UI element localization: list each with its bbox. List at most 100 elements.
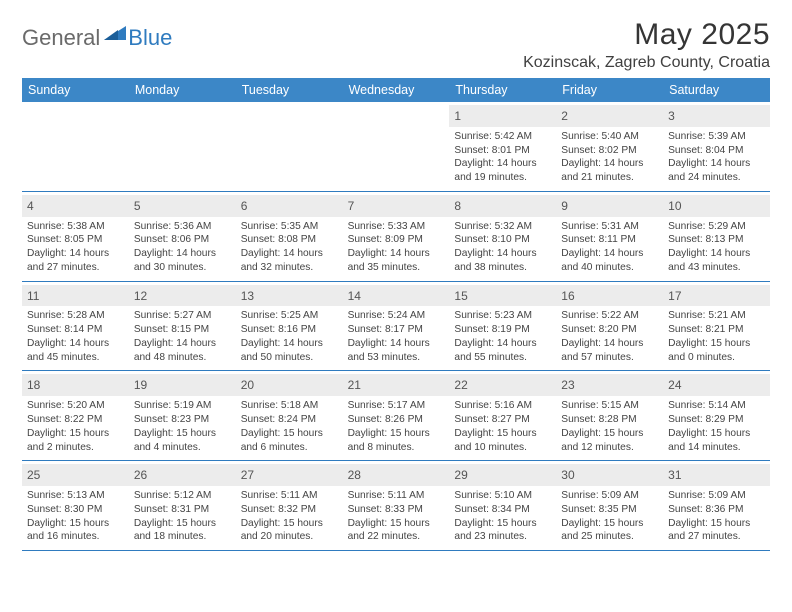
dl2-text: and 19 minutes. (454, 171, 551, 185)
dl1-text: Daylight: 14 hours (27, 337, 124, 351)
day-header-cell: Monday (129, 78, 236, 102)
day-number-row: 8 (449, 195, 556, 217)
dl1-text: Daylight: 15 hours (454, 427, 551, 441)
day-cell: 21Sunrise: 5:17 AMSunset: 8:26 PMDayligh… (343, 371, 450, 460)
day-number: 29 (454, 468, 467, 482)
dl2-text: and 27 minutes. (668, 530, 765, 544)
day-number: 3 (668, 109, 675, 123)
day-cell: 11Sunrise: 5:28 AMSunset: 8:14 PMDayligh… (22, 282, 129, 371)
dl1-text: Daylight: 15 hours (454, 517, 551, 531)
dl1-text: Daylight: 14 hours (134, 337, 231, 351)
sunset-text: Sunset: 8:15 PM (134, 323, 231, 337)
day-number-row: 26 (129, 464, 236, 486)
day-cell: 19Sunrise: 5:19 AMSunset: 8:23 PMDayligh… (129, 371, 236, 460)
dl1-text: Daylight: 14 hours (348, 247, 445, 261)
day-cell: 9Sunrise: 5:31 AMSunset: 8:11 PMDaylight… (556, 192, 663, 281)
dl2-text: and 27 minutes. (27, 261, 124, 275)
dl2-text: and 18 minutes. (134, 530, 231, 544)
sunrise-text: Sunrise: 5:14 AM (668, 399, 765, 413)
day-cell: 15Sunrise: 5:23 AMSunset: 8:19 PMDayligh… (449, 282, 556, 371)
dl1-text: Daylight: 15 hours (668, 517, 765, 531)
day-number: 10 (668, 199, 681, 213)
dl2-text: and 23 minutes. (454, 530, 551, 544)
day-cell: 5Sunrise: 5:36 AMSunset: 8:06 PMDaylight… (129, 192, 236, 281)
day-number-row: 15 (449, 285, 556, 307)
sunset-text: Sunset: 8:19 PM (454, 323, 551, 337)
day-number-row: 12 (129, 285, 236, 307)
day-cell: 25Sunrise: 5:13 AMSunset: 8:30 PMDayligh… (22, 461, 129, 550)
sunrise-text: Sunrise: 5:13 AM (27, 489, 124, 503)
sunset-text: Sunset: 8:33 PM (348, 503, 445, 517)
sunset-text: Sunset: 8:13 PM (668, 233, 765, 247)
day-number (27, 109, 30, 123)
sunrise-text: Sunrise: 5:21 AM (668, 309, 765, 323)
day-number-row: 23 (556, 374, 663, 396)
sunset-text: Sunset: 8:26 PM (348, 413, 445, 427)
day-header-cell: Friday (556, 78, 663, 102)
dl2-text: and 32 minutes. (241, 261, 338, 275)
day-number: 13 (241, 289, 254, 303)
day-number-row: 29 (449, 464, 556, 486)
sunset-text: Sunset: 8:05 PM (27, 233, 124, 247)
dl2-text: and 35 minutes. (348, 261, 445, 275)
day-number: 9 (561, 199, 568, 213)
dl1-text: Daylight: 15 hours (241, 517, 338, 531)
day-number-row: 25 (22, 464, 129, 486)
dl2-text: and 48 minutes. (134, 351, 231, 365)
day-cell: 20Sunrise: 5:18 AMSunset: 8:24 PMDayligh… (236, 371, 343, 460)
day-cell: 2Sunrise: 5:40 AMSunset: 8:02 PMDaylight… (556, 102, 663, 191)
day-number-row: 16 (556, 285, 663, 307)
sunrise-text: Sunrise: 5:27 AM (134, 309, 231, 323)
day-cell: 22Sunrise: 5:16 AMSunset: 8:27 PMDayligh… (449, 371, 556, 460)
week-row: 4Sunrise: 5:38 AMSunset: 8:05 PMDaylight… (22, 192, 770, 282)
dl1-text: Daylight: 14 hours (27, 247, 124, 261)
day-number: 11 (27, 289, 39, 303)
day-number-row: 20 (236, 374, 343, 396)
dl2-text: and 16 minutes. (27, 530, 124, 544)
sunrise-text: Sunrise: 5:09 AM (668, 489, 765, 503)
sunrise-text: Sunrise: 5:22 AM (561, 309, 658, 323)
day-number (348, 109, 351, 123)
day-cell (22, 102, 129, 191)
dl2-text: and 14 minutes. (668, 441, 765, 455)
day-number-row: 9 (556, 195, 663, 217)
day-header-cell: Wednesday (343, 78, 450, 102)
dl1-text: Daylight: 14 hours (561, 247, 658, 261)
day-number: 31 (668, 468, 681, 482)
day-number: 15 (454, 289, 467, 303)
day-number: 8 (454, 199, 461, 213)
day-number: 17 (668, 289, 681, 303)
sunset-text: Sunset: 8:31 PM (134, 503, 231, 517)
day-cell: 7Sunrise: 5:33 AMSunset: 8:09 PMDaylight… (343, 192, 450, 281)
sunset-text: Sunset: 8:29 PM (668, 413, 765, 427)
day-number-row: 10 (663, 195, 770, 217)
day-number-row: 21 (343, 374, 450, 396)
dl1-text: Daylight: 14 hours (241, 247, 338, 261)
dl2-text: and 43 minutes. (668, 261, 765, 275)
day-cell: 13Sunrise: 5:25 AMSunset: 8:16 PMDayligh… (236, 282, 343, 371)
day-cell: 23Sunrise: 5:15 AMSunset: 8:28 PMDayligh… (556, 371, 663, 460)
day-cell: 12 Sunrise: 5:27 AMSunset: 8:15 PMDayligh… (129, 282, 236, 371)
day-number-row (129, 105, 236, 127)
day-number-row: 3 (663, 105, 770, 127)
day-number (134, 109, 137, 123)
day-number: 28 (348, 468, 361, 482)
sunset-text: Sunset: 8:08 PM (241, 233, 338, 247)
day-number-row: 13 (236, 285, 343, 307)
day-cell: 6Sunrise: 5:35 AMSunset: 8:08 PMDaylight… (236, 192, 343, 281)
day-number-row: 6 (236, 195, 343, 217)
day-number: 21 (348, 378, 361, 392)
sunset-text: Sunset: 8:16 PM (241, 323, 338, 337)
day-number: 30 (561, 468, 574, 482)
sunrise-text: Sunrise: 5:11 AM (241, 489, 338, 503)
dl1-text: Daylight: 15 hours (27, 517, 124, 531)
dl2-text: and 10 minutes. (454, 441, 551, 455)
dl1-text: Daylight: 14 hours (241, 337, 338, 351)
week-row: 11Sunrise: 5:28 AMSunset: 8:14 PMDayligh… (22, 282, 770, 372)
day-header-cell: Tuesday (236, 78, 343, 102)
dl2-text: and 12 minutes. (561, 441, 658, 455)
sunrise-text: Sunrise: 5:09 AM (561, 489, 658, 503)
sunset-text: Sunset: 8:23 PM (134, 413, 231, 427)
day-header-cell: Saturday (663, 78, 770, 102)
dl1-text: Daylight: 14 hours (348, 337, 445, 351)
